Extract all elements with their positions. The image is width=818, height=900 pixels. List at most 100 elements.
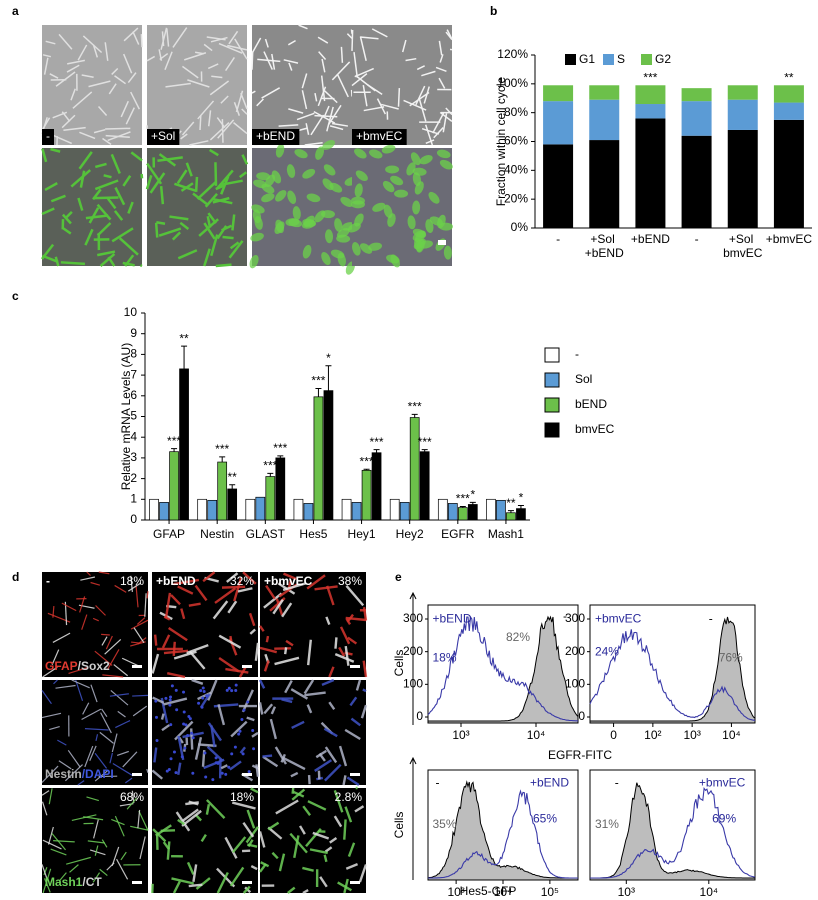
gfp-cell	[60, 261, 86, 266]
gfp-cell	[215, 184, 225, 191]
cell-process	[258, 831, 266, 848]
cell-process	[293, 835, 300, 859]
gfp-cell	[354, 213, 364, 227]
cell-outline	[79, 131, 96, 140]
cell-process	[324, 846, 333, 853]
cell-process	[50, 848, 67, 856]
cell-process	[120, 851, 127, 861]
cell-process	[303, 679, 315, 695]
x-axis-title: Hes5-GFP	[460, 884, 517, 898]
cell-process	[343, 819, 347, 840]
cell-outline	[224, 57, 235, 72]
cell-process	[350, 717, 362, 727]
significance: ***	[418, 435, 432, 449]
cell-process	[282, 582, 307, 592]
cell-process	[309, 848, 328, 855]
cell-outline	[42, 54, 52, 58]
cell-process	[90, 581, 101, 586]
control-percent: 76%	[719, 650, 743, 664]
cell-outline	[43, 57, 49, 75]
control-histogram	[589, 616, 756, 724]
nucleus	[227, 765, 231, 769]
gfp-cell	[85, 214, 109, 220]
percent-label: 2.8%	[335, 790, 363, 804]
treatment-label: +bEND	[530, 775, 569, 789]
cell-process	[262, 754, 273, 758]
cell-process	[207, 679, 218, 701]
legend-label: bmvEC	[575, 422, 615, 436]
cell-process	[251, 731, 259, 738]
cell-process	[249, 628, 256, 635]
cell-outline	[132, 31, 140, 45]
legend-label: G2	[655, 52, 671, 66]
cell-outline	[283, 59, 299, 64]
cell-process	[172, 880, 181, 894]
cell-process	[122, 751, 138, 768]
panel-label: b	[490, 4, 497, 18]
treatment-label: +bmvEC	[595, 611, 642, 625]
gfp-cell	[84, 228, 94, 246]
control-label: -	[615, 775, 619, 789]
gfp-cell	[419, 155, 433, 165]
cell-outline	[211, 75, 223, 79]
bar	[389, 498, 400, 521]
scale-bar	[132, 773, 142, 776]
gfp-cell	[174, 182, 197, 193]
cell-outline	[72, 91, 93, 109]
significance: **	[784, 70, 794, 84]
cell-outline	[114, 75, 127, 85]
gfp-cell	[50, 194, 66, 203]
bar-segment	[773, 102, 804, 120]
nucleus	[186, 734, 190, 738]
scale-bar	[350, 665, 360, 668]
x-tick-label: Hey2	[396, 527, 424, 541]
cell-process	[109, 693, 130, 697]
cell-outline	[287, 39, 296, 46]
cell-outline	[181, 65, 199, 79]
cell-outline	[296, 112, 315, 121]
cell-process	[188, 883, 203, 888]
micrograph	[252, 25, 352, 145]
cell-process	[170, 594, 181, 606]
significance: *	[470, 488, 475, 502]
nucleus	[247, 770, 251, 774]
cell-process	[131, 641, 140, 644]
cell-process	[200, 833, 207, 843]
error-bar	[171, 448, 178, 452]
cell-process	[106, 649, 120, 671]
cell-outline	[49, 73, 59, 79]
label-box	[352, 129, 407, 145]
nucleus	[182, 690, 186, 694]
cell-outline	[111, 67, 119, 75]
cell-process	[290, 688, 309, 700]
cell-process	[94, 650, 113, 666]
bar	[496, 499, 506, 521]
gfp-cell	[369, 149, 383, 159]
cell-process	[173, 650, 197, 660]
significance: ***	[456, 492, 470, 506]
cell-process	[358, 864, 368, 883]
gfp-cell	[110, 153, 121, 174]
cell-outline	[433, 127, 444, 139]
cell-process	[291, 787, 295, 794]
y-tick-label: 3	[130, 450, 137, 464]
cell-process	[231, 801, 256, 810]
cell-outline	[220, 95, 229, 104]
gfp-cell	[286, 164, 296, 178]
cell-process	[133, 627, 145, 644]
cell-process	[246, 809, 256, 829]
gfp-cell	[412, 200, 421, 215]
gfp-cell	[88, 207, 100, 224]
gfp-cell	[368, 242, 383, 251]
cell-process	[344, 645, 350, 666]
cell-process	[290, 771, 299, 778]
x-tick-label: GLAST	[246, 527, 286, 541]
nucleus	[230, 752, 234, 756]
nucleus	[233, 745, 237, 749]
cell-process	[51, 649, 60, 665]
significance: ***	[263, 459, 277, 473]
cell-process	[100, 712, 112, 734]
x-tick-label: -	[695, 232, 699, 246]
x-tick-label: Nestin	[200, 527, 234, 541]
bar-segment	[635, 118, 666, 228]
